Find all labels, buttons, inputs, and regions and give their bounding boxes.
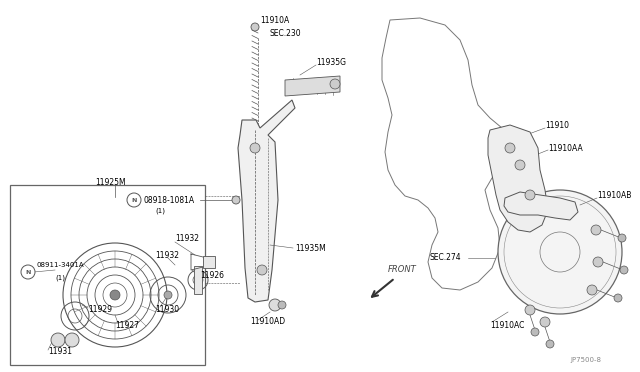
Text: SEC.230: SEC.230 — [270, 29, 301, 38]
Text: 11910AC: 11910AC — [490, 321, 524, 330]
Circle shape — [587, 285, 597, 295]
Circle shape — [505, 143, 515, 153]
Circle shape — [330, 79, 340, 89]
Text: JP7500-8: JP7500-8 — [570, 357, 601, 363]
Text: 11930: 11930 — [155, 305, 179, 314]
Circle shape — [250, 143, 260, 153]
Polygon shape — [504, 192, 578, 220]
Circle shape — [110, 290, 120, 300]
Circle shape — [546, 340, 554, 348]
Circle shape — [65, 333, 79, 347]
Circle shape — [232, 196, 240, 204]
Circle shape — [515, 160, 525, 170]
Text: 11910AA: 11910AA — [548, 144, 583, 153]
Text: FRONT: FRONT — [388, 266, 417, 275]
Text: 08911-3401A: 08911-3401A — [36, 262, 84, 268]
Polygon shape — [285, 76, 340, 96]
Text: 11932: 11932 — [175, 234, 199, 243]
Text: 11932: 11932 — [155, 250, 179, 260]
Circle shape — [51, 333, 65, 347]
Circle shape — [498, 190, 622, 314]
Polygon shape — [488, 125, 548, 232]
Circle shape — [618, 234, 626, 242]
Circle shape — [525, 190, 535, 200]
Circle shape — [127, 193, 141, 207]
Circle shape — [531, 328, 539, 336]
Text: 11910AD: 11910AD — [250, 317, 285, 327]
Text: SEC.274: SEC.274 — [430, 253, 461, 263]
Text: 11931: 11931 — [48, 347, 72, 356]
Circle shape — [593, 257, 603, 267]
Bar — [203, 256, 215, 268]
Text: 08918-1081A: 08918-1081A — [143, 196, 194, 205]
Text: 11935G: 11935G — [316, 58, 346, 67]
Circle shape — [591, 225, 601, 235]
Circle shape — [278, 301, 286, 309]
Text: 11926: 11926 — [200, 270, 224, 279]
Text: 11935M: 11935M — [295, 244, 326, 253]
Text: (1): (1) — [55, 275, 65, 281]
Circle shape — [620, 266, 628, 274]
Circle shape — [269, 299, 281, 311]
Circle shape — [21, 265, 35, 279]
Bar — [194, 266, 202, 294]
Circle shape — [525, 305, 535, 315]
Circle shape — [251, 23, 259, 31]
Text: 11929: 11929 — [88, 305, 112, 314]
Text: N: N — [26, 269, 31, 275]
Text: 11925M: 11925M — [95, 177, 125, 186]
Text: 11910A: 11910A — [260, 16, 289, 25]
Circle shape — [540, 317, 550, 327]
Circle shape — [614, 294, 622, 302]
Text: 11927: 11927 — [115, 321, 139, 330]
Circle shape — [164, 291, 172, 299]
Bar — [10, 185, 205, 365]
Text: (1): (1) — [155, 208, 165, 214]
Text: N: N — [131, 198, 137, 202]
Polygon shape — [238, 100, 295, 302]
Text: 11910AB: 11910AB — [597, 190, 632, 199]
Circle shape — [257, 265, 267, 275]
Text: 11910: 11910 — [545, 121, 569, 129]
